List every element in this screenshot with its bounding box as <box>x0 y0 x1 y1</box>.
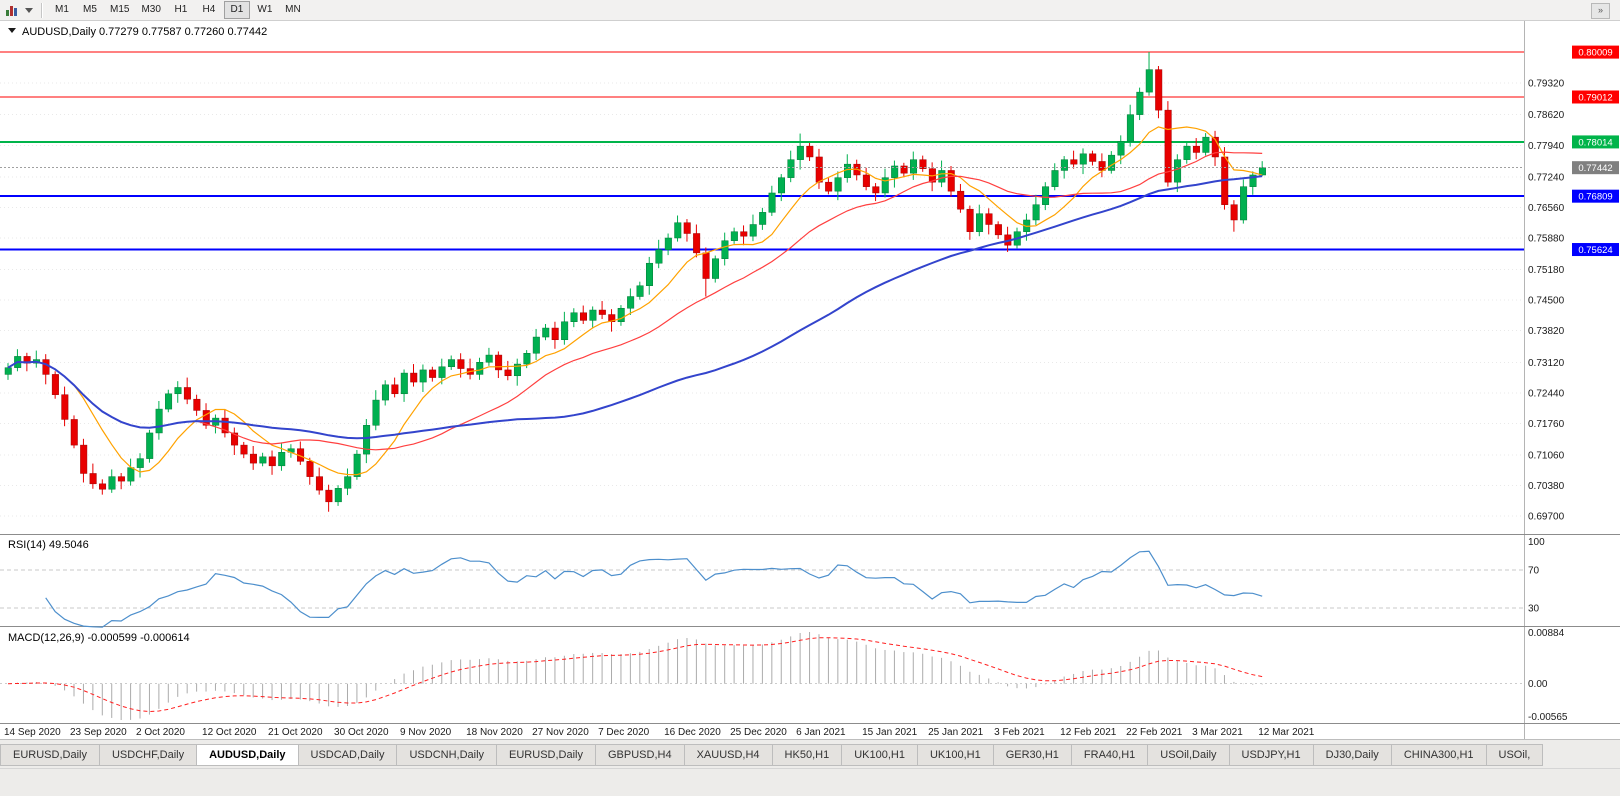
svg-text:0.80009: 0.80009 <box>1578 48 1612 59</box>
date-label: 2 Oct 2020 <box>136 727 185 738</box>
timeframe-button-m5[interactable]: M5 <box>83 4 97 15</box>
price-tick: 0.73820 <box>1528 326 1565 337</box>
date-label: 30 Oct 2020 <box>334 727 389 738</box>
top-toolbar: M1 M5 M15 M30 H1 H4 D1 W1 MN » <box>0 0 1620 21</box>
chart-tab-usoil-[interactable]: USOil, <box>1485 743 1544 766</box>
timeframe-button-d1[interactable]: D1 <box>223 1 250 19</box>
chart-tabs-bar: EURUSD,Daily USDCHF,Daily AUDUSD,Daily USDC… <box>0 739 1620 769</box>
chart-tab-uk100-h1[interactable]: UK100,H1 <box>841 743 918 766</box>
timeframe-button-w1[interactable]: W1 <box>257 4 273 15</box>
price-tick: 0.76560 <box>1528 203 1565 214</box>
status-bar <box>0 768 1620 796</box>
price-tick: 0.71760 <box>1528 419 1565 430</box>
svg-text:0.75624: 0.75624 <box>1578 245 1612 256</box>
date-label: 27 Nov 2020 <box>532 727 589 738</box>
svg-text:30: 30 <box>1528 604 1540 615</box>
chart-tab-fra40-h1[interactable]: FRA40,H1 <box>1070 743 1149 766</box>
chart-tab-ger30-h1[interactable]: GER30,H1 <box>992 743 1072 766</box>
date-label: 3 Feb 2021 <box>994 727 1045 738</box>
macd-signal-line <box>7 637 1263 713</box>
date-label: 7 Dec 2020 <box>598 727 650 738</box>
svg-text:100: 100 <box>1528 537 1545 548</box>
price-tick: 0.77940 <box>1528 141 1565 152</box>
price-tag <box>1572 161 1619 175</box>
price-tag <box>1572 189 1619 203</box>
toolbar-overflow-button[interactable]: » <box>1591 3 1610 19</box>
svg-text:0.77442: 0.77442 <box>1578 163 1612 174</box>
chart-tab-eurusd-daily[interactable]: EURUSD,Daily <box>0 743 100 766</box>
chart-tab-xauusd-h4[interactable]: XAUUSD,H4 <box>683 743 773 766</box>
timeframe-button-h1[interactable]: H1 <box>174 4 188 15</box>
price-tick: 0.75180 <box>1528 265 1565 276</box>
svg-text:0.76809: 0.76809 <box>1578 192 1612 203</box>
date-label: 14 Sep 2020 <box>4 727 61 738</box>
svg-text:0.00: 0.00 <box>1528 679 1548 690</box>
chart-tab-gbpusd-h4[interactable]: GBPUSD,H4 <box>595 743 685 766</box>
rsi-label: RSI(14) 49.5046 <box>8 539 89 551</box>
chart-title: AUDUSD,Daily 0.77279 0.77587 0.77260 0.7… <box>22 26 267 38</box>
date-label: 21 Oct 2020 <box>268 727 323 738</box>
date-label: 22 Feb 2021 <box>1126 727 1183 738</box>
svg-text:0.78014: 0.78014 <box>1578 137 1612 148</box>
timeframe-button-h4[interactable]: H4 <box>202 4 216 15</box>
date-label: 25 Jan 2021 <box>928 727 983 738</box>
timeframe-button-m30[interactable]: M30 <box>141 4 161 15</box>
date-label: 6 Jan 2021 <box>796 727 846 738</box>
price-tick: 0.74500 <box>1528 296 1565 307</box>
chart-tab-usdjpy-h1[interactable]: USDJPY,H1 <box>1228 743 1314 766</box>
date-label: 3 Mar 2021 <box>1192 727 1243 738</box>
price-tick: 0.78620 <box>1528 110 1565 121</box>
svg-text:0.79012: 0.79012 <box>1578 92 1612 103</box>
chart-tab-china300-h1[interactable]: CHINA300,H1 <box>1390 743 1487 766</box>
chart-tab-usoil-daily[interactable]: USOil,Daily <box>1147 743 1230 766</box>
chart-tab-usdchf-daily[interactable]: USDCHF,Daily <box>98 743 198 766</box>
price-tick: 0.70380 <box>1528 481 1565 492</box>
date-label: 12 Feb 2021 <box>1060 727 1117 738</box>
price-tick: 0.71060 <box>1528 451 1565 462</box>
macd-label: MACD(12,26,9) -0.000599 -0.000614 <box>8 632 190 644</box>
date-label: 18 Nov 2020 <box>466 727 523 738</box>
chart-tab-uk100-h1[interactable]: UK100,H1 <box>916 743 994 766</box>
chart-tab-eurusd-daily[interactable]: EURUSD,Daily <box>496 743 596 766</box>
quick-trade-caret-icon[interactable] <box>8 28 16 33</box>
rsi-line <box>45 550 1263 628</box>
bar-chart-icon <box>6 6 17 16</box>
price-tick: 0.69700 <box>1528 512 1565 523</box>
price-tag <box>1572 135 1619 149</box>
date-label: 23 Sep 2020 <box>70 727 127 738</box>
price-tag <box>1572 90 1619 104</box>
price-tick: 0.79320 <box>1528 79 1565 90</box>
date-label: 16 Dec 2020 <box>664 727 721 738</box>
toolbar-separator <box>41 2 43 18</box>
chevron-down-icon[interactable] <box>25 7 33 13</box>
chart-tab-usdcad-daily[interactable]: USDCAD,Daily <box>297 743 398 766</box>
price-tick: 0.75880 <box>1528 234 1565 245</box>
date-label: 9 Nov 2020 <box>400 727 452 738</box>
timeframe-button-group: M1 M5 M15 M30 H1 H4 D1 W1 MN <box>48 1 307 19</box>
timeframe-button-m1[interactable]: M1 <box>55 4 69 15</box>
chart-tab-usdcnh-daily[interactable]: USDCNH,Daily <box>396 743 498 766</box>
date-label: 15 Jan 2021 <box>862 727 917 738</box>
new-chart-icon[interactable] <box>5 3 21 17</box>
fast-ma-line <box>7 126 1263 476</box>
chart-tab-dj30-daily[interactable]: DJ30,Daily <box>1312 743 1392 766</box>
price-tag <box>1572 243 1619 257</box>
slow-ma-line <box>7 175 1263 440</box>
price-tick: 0.73120 <box>1528 358 1565 369</box>
date-label: 12 Mar 2021 <box>1258 727 1315 738</box>
svg-text:70: 70 <box>1528 566 1540 577</box>
svg-text:-0.00565: -0.00565 <box>1528 712 1568 723</box>
price-tag <box>1572 45 1619 59</box>
chart-tab-audusd-daily[interactable]: AUDUSD,Daily <box>196 743 299 766</box>
date-label: 25 Dec 2020 <box>730 727 787 738</box>
timeframe-button-m15[interactable]: M15 <box>110 4 130 15</box>
timeframe-button-mn[interactable]: MN <box>285 4 301 15</box>
price-tick: 0.72440 <box>1528 388 1565 399</box>
price-tick: 0.77240 <box>1528 172 1565 183</box>
svg-text:0.00884: 0.00884 <box>1528 628 1565 639</box>
mid-ma-line <box>7 151 1263 451</box>
date-label: 12 Oct 2020 <box>202 727 257 738</box>
chart-tab-hk50-h1[interactable]: HK50,H1 <box>771 743 843 766</box>
chart-canvas[interactable]: 0.79320 0.78620 0.77940 0.77240 0.76560 0.758… <box>0 21 1620 739</box>
